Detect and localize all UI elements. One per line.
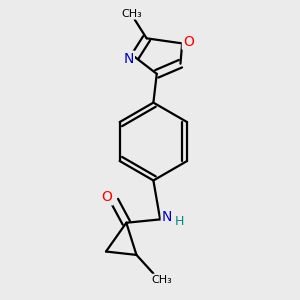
Text: H: H <box>175 214 184 228</box>
Text: O: O <box>102 190 112 204</box>
Text: CH₃: CH₃ <box>152 274 172 285</box>
Text: O: O <box>183 35 194 49</box>
Text: N: N <box>162 210 172 224</box>
Text: CH₃: CH₃ <box>121 9 142 19</box>
Text: N: N <box>124 52 134 66</box>
